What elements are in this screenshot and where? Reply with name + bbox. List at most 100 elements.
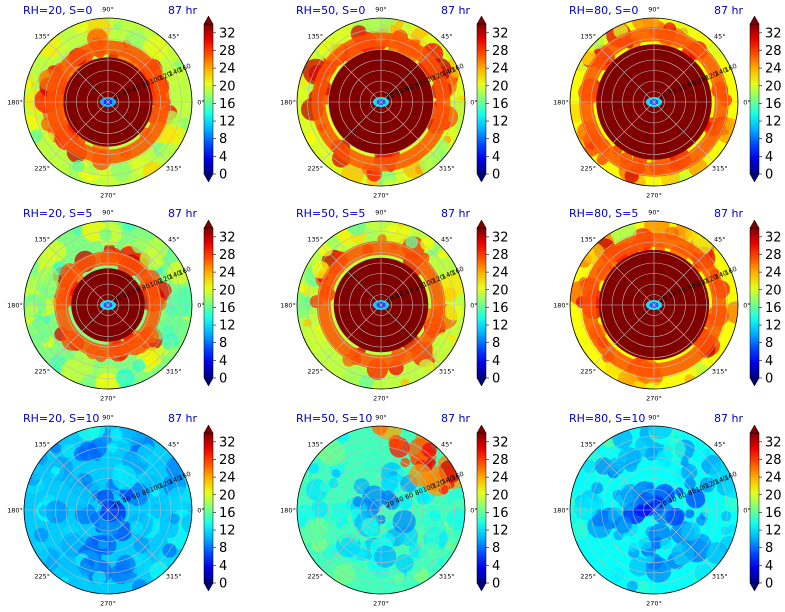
field-cell [374,545,397,568]
field-cell [631,18,655,32]
colorbar-gradient [749,227,760,379]
field-cell [431,334,452,355]
field-cell [644,547,654,558]
field-cell [371,426,389,435]
angle-tick-label: 90° [102,6,114,14]
angle-tick-label: 135° [580,441,596,449]
colorbar: 0 4 8 12 16 20 24 28 32 [203,15,236,183]
colorbar-tick-label: 28 [492,44,509,59]
angular-gridline [653,42,714,103]
colorbar: 0 4 8 12 16 20 24 28 32 [749,15,782,183]
angle-tick-label: 180° [280,99,296,107]
field-cell [109,428,123,442]
polar-frame [569,220,739,390]
colorbar-tick-label: 4 [492,354,500,369]
colorbar-tick-label: 32 [219,435,236,450]
angle-tick-label: 315° [712,572,728,580]
angle-tick-label: 225° [34,572,50,580]
field-cell [319,440,346,467]
field-cell [68,359,90,380]
colorbar-tick-label: 16 [492,301,509,316]
angle-tick-label: 45° [168,236,180,244]
colorbar-extend-min [749,173,760,183]
angle-tick-label: 270° [373,192,389,200]
polar-panel: 204060801001201401600°45°90°135°180°225°… [280,4,478,200]
colorbar-tick-label: 0 [219,168,227,183]
radial-tick-label: 60 [131,286,142,297]
field-cell [418,359,435,375]
field-cell [308,517,329,538]
field-cell [360,517,380,536]
angular-gridline [321,245,382,306]
angular-gridline [380,304,441,365]
colorbar-tick-label: 32 [765,230,782,245]
colorbar: 0 4 8 12 16 20 24 28 32 [203,424,236,592]
colorbar-extend-max [476,424,487,434]
polar-frame [296,220,466,390]
colorbar-tick-label: 12 [492,524,509,539]
field-cell [359,374,375,389]
angle-tick-label: 135° [34,33,50,41]
colorbar-extend-max [476,15,487,25]
angle-tick-label: 225° [580,572,596,580]
field-cell [421,442,437,458]
colorbar-extend-min [476,173,487,183]
colorbar-tick-label: 20 [219,79,236,94]
colorbar: 0 4 8 12 16 20 24 28 32 [749,424,782,592]
radial-tick-label: 80 [414,282,425,293]
angular-gridline [594,101,655,162]
colorbar-tick-label: 24 [765,471,782,486]
panel-time: 87 hr [714,412,743,425]
angular-gridline [321,101,382,162]
colorbar-tick-label: 4 [492,559,500,574]
angle-tick-label: 45° [714,33,726,41]
angular-gridline [321,509,382,570]
colorbar-tick-label: 16 [765,506,782,521]
angular-gridline [107,101,168,162]
field-cell [26,541,49,564]
radial-tick-label: 60 [131,83,142,94]
colorbar-tick-label: 8 [492,132,500,147]
field-cell [56,39,70,52]
angle-tick-label: 225° [34,164,50,172]
colorbar-extend-min [749,582,760,592]
angular-gridline [48,101,109,162]
angle-tick-label: 135° [34,441,50,449]
panel-time: 87 hr [441,207,470,220]
field-cell [388,224,397,234]
field-cell [705,541,728,565]
colorbar-tick-label: 28 [765,248,782,263]
field-cell [659,537,672,551]
field-cell [132,359,146,372]
field-cell [720,511,732,522]
field-cell [445,541,456,551]
polar-frame [23,220,193,390]
colorbar-extend-max [749,219,760,229]
radial-tick-label: 20 [658,91,669,102]
angle-tick-label: 180° [7,302,23,310]
field-cell [340,537,358,555]
colorbar-tick-label: 24 [219,266,236,281]
field-cell [94,373,120,389]
radial-tick-label: 40 [121,495,132,506]
angular-gridline [48,509,109,570]
colorbar-tick-label: 32 [219,26,236,41]
colorbar-extend-min [476,377,487,387]
angle-tick-label: 180° [553,99,569,107]
field-cell [131,237,148,254]
field-cell [644,447,659,461]
field-cell [72,160,85,173]
colorbar-extend-max [749,15,760,25]
radial-tick-label: 80 [687,282,698,293]
angular-gridline [107,42,168,103]
angle-tick-label: 315° [439,572,455,580]
field-cell [125,503,135,513]
colorbar-tick-label: 4 [219,150,227,165]
field-cell [436,557,445,567]
colorbar-tick-label: 8 [765,541,773,556]
field-cell [131,431,145,446]
field-cell [303,319,312,328]
angle-tick-label: 45° [441,33,453,41]
colorbar-tick-label: 28 [492,248,509,263]
field-cell [119,486,134,501]
